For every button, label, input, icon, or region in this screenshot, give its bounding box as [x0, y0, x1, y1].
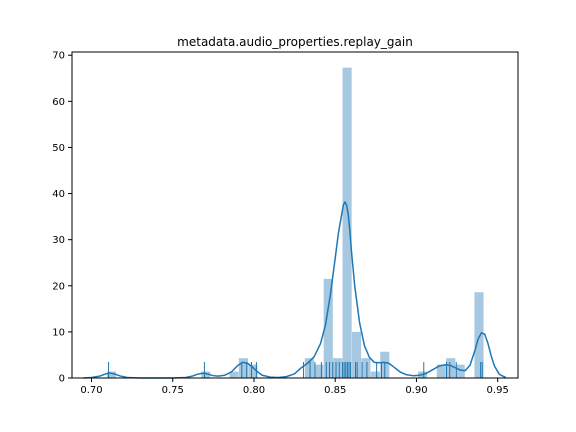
- plot-frame: [71, 51, 519, 379]
- chart-title: metadata.audio_properties.replay_gain: [177, 35, 413, 49]
- x-tick-label-5: 0.95: [487, 385, 509, 396]
- y-tick-label-1: 10: [52, 327, 65, 338]
- x-axis: 0.70 0.75 0.80 0.85 0.90 0.95: [80, 378, 509, 396]
- histogram-bar-14: [238, 358, 248, 378]
- histogram-bar-39: [474, 292, 484, 378]
- y-tick-label-0: 0: [59, 374, 65, 385]
- histogram-bar-21: [304, 358, 314, 378]
- histogram-bar-10: [201, 371, 211, 378]
- y-axis: 0 10 20 30 40 50 60 70: [52, 51, 72, 385]
- rug-marks: [108, 362, 483, 378]
- y-tick-label-7: 70: [52, 51, 65, 62]
- histogram-bar-0: [106, 371, 117, 378]
- histogram-bar-28: [370, 371, 380, 378]
- y-tick-label-5: 50: [52, 143, 65, 154]
- histogram-bar-24: [333, 358, 343, 378]
- histogram-bar-15: [248, 364, 258, 378]
- histogram-bar-22: [314, 364, 324, 378]
- histogram-bar-26: [351, 331, 362, 378]
- histogram-bar-35: [436, 364, 446, 378]
- x-tick-label-1: 0.75: [162, 385, 184, 396]
- x-tick-label-0: 0.70: [80, 385, 102, 396]
- x-tick-label-3: 0.85: [324, 385, 346, 396]
- histogram-bar-13: [229, 371, 239, 378]
- histogram-bar-27: [361, 358, 371, 378]
- histogram-bar-23: [323, 278, 333, 378]
- histogram-bar-37: [455, 364, 465, 378]
- y-tick-label-2: 20: [52, 281, 65, 292]
- y-tick-label-3: 30: [52, 235, 65, 246]
- y-tick-label-6: 60: [52, 97, 65, 108]
- x-tick-label-4: 0.90: [405, 385, 427, 396]
- histogram-bar-36: [446, 358, 456, 378]
- histogram-bar-25: [342, 67, 352, 378]
- x-tick-label-2: 0.80: [243, 385, 265, 396]
- kde-curve: [83, 201, 507, 379]
- y-tick-label-4: 40: [52, 189, 65, 200]
